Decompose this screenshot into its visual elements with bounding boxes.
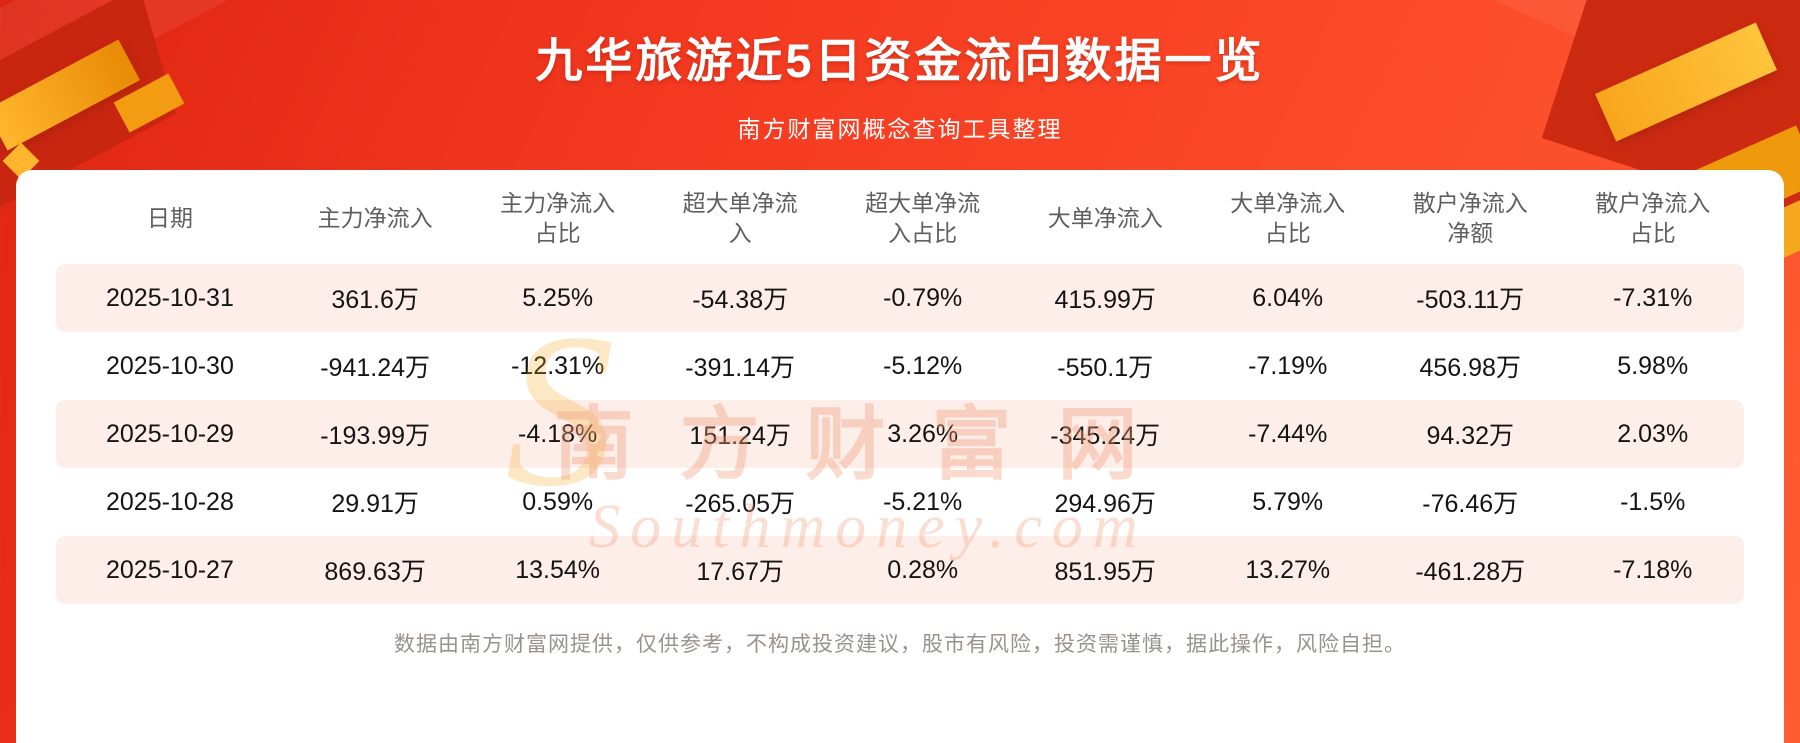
value-cell: -265.05万	[685, 490, 796, 518]
column-header-label: 主力净流入占比	[500, 190, 616, 246]
value-cell: 0.59%	[522, 487, 594, 516]
column-header-label: 大单净流入占比	[1230, 190, 1346, 246]
column-header: 超大单净流入占比	[831, 174, 1014, 264]
value-cell: 869.63万	[283, 536, 467, 604]
value-cell: -7.19%	[1248, 351, 1328, 380]
value-cell: 17.67万	[648, 536, 832, 604]
table-body: 2025-10-31 361.6万 5.25% -54.38万 -0.79% 415.99…	[56, 264, 1744, 604]
value-cell: 361.6万	[283, 264, 467, 332]
value-cell: 13.27%	[1196, 536, 1379, 604]
table-header-row: 日期 主力净流入 主力净流入占比 超大单净流入 超大单净流入占比 大单净流入 大单净流入占比…	[56, 174, 1744, 264]
column-header: 大单净流入占比	[1196, 174, 1379, 264]
value-cell: -54.38万	[648, 264, 832, 332]
column-header: 大单净流入	[1014, 174, 1197, 264]
value-cell: 851.95万	[1013, 536, 1197, 604]
value-cell: 2.03%	[1561, 400, 1744, 468]
value-cell: -0.79%	[831, 264, 1014, 332]
data-panel: 日期 主力净流入 主力净流入占比 超大单净流入 超大单净流入占比 大单净流入 大单净流入占比…	[16, 170, 1784, 743]
date-cell: 2025-10-31	[56, 264, 284, 332]
value-cell: -941.24万	[320, 354, 431, 382]
value-cell: 29.91万	[331, 490, 419, 518]
value-cell: 5.25%	[466, 264, 649, 332]
value-cell: -5.21%	[883, 487, 963, 516]
value-cell: 3.26%	[831, 400, 1014, 468]
value-cell: -391.14万	[685, 354, 796, 382]
fund-flow-table: 日期 主力净流入 主力净流入占比 超大单净流入 超大单净流入占比 大单净流入 大单净流入占比…	[56, 174, 1744, 604]
column-header: 日期	[56, 174, 284, 264]
table-row: 2025-10-27 869.63万 13.54% 17.67万 0.28% 851.95…	[56, 536, 1744, 604]
value-cell: -5.12%	[883, 351, 963, 380]
value-cell: -193.99万	[283, 400, 467, 468]
table-header: 日期 主力净流入 主力净流入占比 超大单净流入 超大单净流入占比 大单净流入 大单净流入占比…	[56, 174, 1744, 264]
value-cell: -12.31%	[511, 351, 605, 380]
column-header: 主力净流入占比	[466, 174, 649, 264]
value-cell: -7.44%	[1196, 400, 1379, 468]
table-row: 2025-10-28 29.91万 0.59% -265.05万 -5.21% 294.9…	[56, 468, 1744, 536]
value-cell: 94.32万	[1378, 400, 1562, 468]
column-header: 超大单净流入	[649, 174, 832, 264]
value-cell: 415.99万	[1013, 264, 1197, 332]
value-cell: -461.28万	[1378, 536, 1562, 604]
page-subtitle: 南方财富网概念查询工具整理	[737, 116, 1063, 142]
column-header-label: 大单净流入	[1047, 205, 1163, 232]
value-cell: 151.24万	[648, 400, 832, 468]
header-banner: 九华旅游近5日资金流向数据一览 南方财富网概念查询工具整理	[0, 0, 1800, 180]
date-cell: 2025-10-30	[105, 351, 234, 380]
column-header: 散户净流入占比	[1561, 174, 1744, 264]
column-header-label: 散户净流入净额	[1412, 190, 1528, 246]
value-cell: -76.46万	[1422, 490, 1519, 518]
value-cell: -345.24万	[1013, 400, 1197, 468]
value-cell: -7.31%	[1561, 264, 1744, 332]
column-header-label: 超大单净流入	[682, 190, 798, 246]
page-title: 九华旅游近5日资金流向数据一览	[535, 34, 1265, 87]
value-cell: 294.96万	[1054, 490, 1156, 518]
column-header-label: 日期	[146, 205, 193, 232]
column-header-label: 超大单净流入占比	[865, 190, 981, 246]
table-row: 2025-10-29 -193.99万 -4.18% 151.24万 3.26% -345…	[56, 400, 1744, 468]
table-row: 2025-10-31 361.6万 5.25% -54.38万 -0.79% 415.99…	[56, 264, 1744, 332]
column-header-label: 散户净流入占比	[1595, 190, 1711, 246]
value-cell: 13.54%	[466, 536, 649, 604]
date-cell: 2025-10-29	[56, 400, 284, 468]
column-header: 散户净流入净额	[1379, 174, 1562, 264]
value-cell: 456.98万	[1419, 354, 1521, 382]
value-cell: -4.18%	[466, 400, 649, 468]
value-cell: -550.1万	[1057, 354, 1154, 382]
column-header: 主力净流入	[284, 174, 467, 264]
disclaimer-text: 数据由南方财富网提供，仅供参考，不构成投资建议，股市有风险，投资需谨慎，据此操作…	[394, 633, 1406, 656]
column-header-label: 主力净流入	[317, 205, 433, 232]
value-cell: 0.28%	[831, 536, 1014, 604]
value-cell: -7.18%	[1561, 536, 1744, 604]
value-cell: 5.98%	[1617, 351, 1689, 380]
value-cell: 6.04%	[1196, 264, 1379, 332]
date-cell: 2025-10-27	[56, 536, 284, 604]
date-cell: 2025-10-28	[105, 487, 234, 516]
value-cell: 5.79%	[1252, 487, 1324, 516]
table-row: 2025-10-30 -941.24万 -12.31% -391.14万 -5.12% -…	[56, 332, 1744, 400]
value-cell: -503.11万	[1378, 264, 1562, 332]
value-cell: -1.5%	[1620, 487, 1686, 516]
